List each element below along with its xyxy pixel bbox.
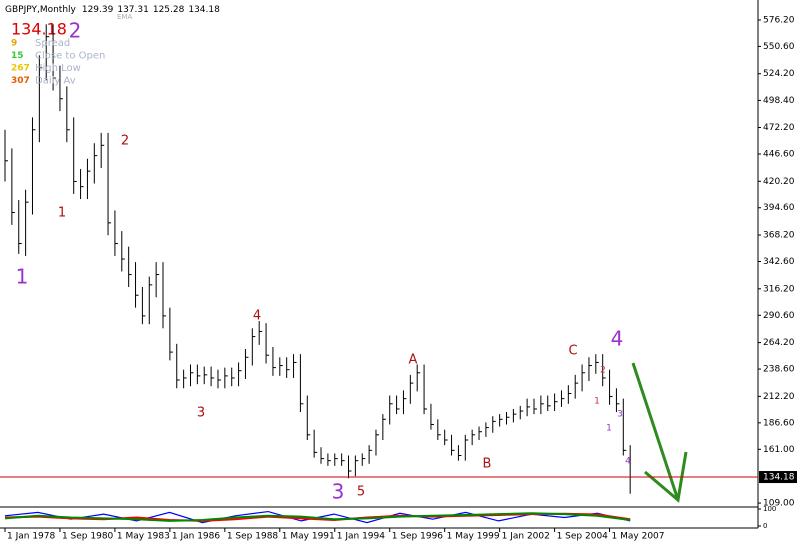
current-price-label: 134.18 <box>763 473 795 483</box>
y-tick-label: 446.60 <box>763 149 795 159</box>
info-label: High Low <box>35 63 81 74</box>
info-value: 15 <box>11 51 24 61</box>
info-label: Close to Open <box>35 51 105 62</box>
high: 137.31 <box>117 5 149 15</box>
symbol-header: GBPJPY,Monthly 129.39 137.31 125.28 134.18 <box>5 5 220 15</box>
wave-label: 2 <box>69 19 82 43</box>
y-tick-label: 212.20 <box>763 392 795 402</box>
wave-label: B <box>483 457 492 472</box>
wave-label: 1 <box>606 424 612 434</box>
wave-label: 4 <box>253 309 261 324</box>
y-tick-label: 264.20 <box>763 338 795 348</box>
arrow-head <box>644 451 688 503</box>
x-tick-label: 1 Jan 1994 <box>337 532 385 542</box>
x-tick-label: 1 May 1991 <box>282 532 335 542</box>
wave-label: 2 <box>600 366 606 376</box>
x-tick-label: 1 Jan 1978 <box>7 532 55 542</box>
wave-label: 3 <box>332 480 345 504</box>
y-tick-label: 394.60 <box>763 203 795 213</box>
wave-label: 4 <box>611 327 624 351</box>
x-tick-label: 1 May 1999 <box>447 532 500 542</box>
x-tick-label: 1 Sep 1996 <box>392 532 444 542</box>
y-tick-label: 109.00 <box>763 499 795 509</box>
wave-label: 3 <box>617 410 623 420</box>
y-tick-label: 342.60 <box>763 257 795 267</box>
big-price: 134.18 <box>11 20 67 39</box>
indicator-name: EMA <box>117 13 132 21</box>
current-price-box <box>759 471 797 484</box>
x-tick-label: 1 May 2007 <box>612 532 665 542</box>
indicator-tick-label: 100 <box>763 505 776 513</box>
symbol: GBPJPY,Monthly <box>5 5 77 15</box>
x-tick-label: 1 Jan 1986 <box>172 532 220 542</box>
info-label: Daily Av <box>35 76 76 87</box>
indicator-tick-label: 0 <box>763 522 767 530</box>
y-tick-label: 498.40 <box>763 96 795 106</box>
y-tick-label: 420.20 <box>763 177 795 187</box>
x-tick-label: 1 Sep 1980 <box>62 532 114 542</box>
close: 134.18 <box>188 5 220 15</box>
wave-label: A <box>409 353 418 368</box>
low: 125.28 <box>153 5 185 15</box>
x-tick-label: 1 Jan 2002 <box>502 532 550 542</box>
y-tick-label: 290.60 <box>763 311 795 321</box>
y-tick-label: 550.60 <box>763 42 795 52</box>
wave-label: 1 <box>16 265 29 289</box>
x-tick-label: 1 Sep 2004 <box>557 532 609 542</box>
indicator-line <box>4 512 631 522</box>
wave-label: C <box>568 344 577 359</box>
wave-label: 3 <box>197 406 205 421</box>
wave-label: 5 <box>357 485 365 500</box>
y-tick-label: 524.20 <box>763 69 795 79</box>
info-value: 9 <box>11 39 17 49</box>
info-value: 307 <box>11 76 30 86</box>
info-label: Spread <box>35 38 70 49</box>
wave-label: 1 <box>58 206 66 221</box>
open: 129.39 <box>82 5 114 15</box>
wave-label: 4 <box>625 457 631 467</box>
y-tick-label: 576.20 <box>763 15 795 25</box>
y-tick-label: 368.20 <box>763 231 795 241</box>
y-tick-label: 186.60 <box>763 418 795 428</box>
y-tick-label: 472.20 <box>763 123 795 133</box>
y-tick-label: 161.00 <box>763 445 795 455</box>
wave-label: 2 <box>121 134 129 149</box>
y-tick-label: 238.60 <box>763 365 795 375</box>
wave-label: 1 <box>594 397 600 407</box>
x-tick-label: 1 Sep 1988 <box>227 532 279 542</box>
x-tick-label: 1 May 1983 <box>117 532 170 542</box>
y-tick-label: 316.20 <box>763 284 795 294</box>
info-value: 267 <box>11 64 30 74</box>
